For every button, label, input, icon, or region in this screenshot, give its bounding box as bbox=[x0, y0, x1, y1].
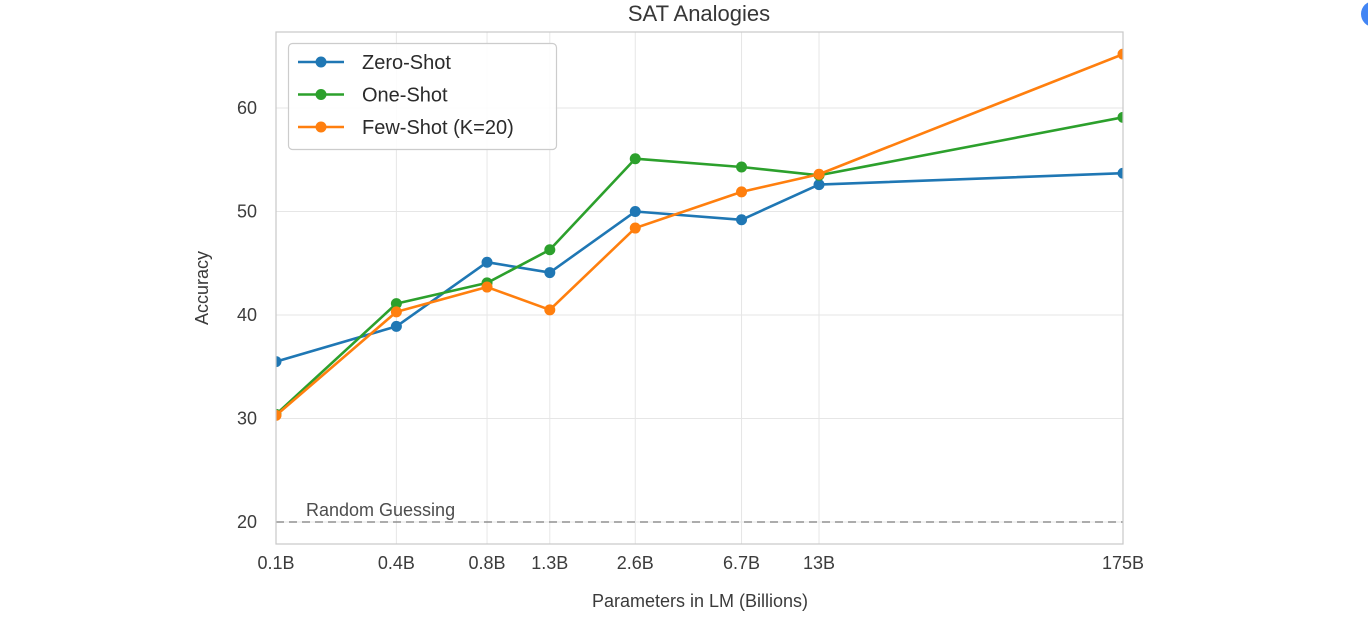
y-axis-label: Accuracy bbox=[192, 251, 212, 325]
x-tick-label-175B: 175B bbox=[1102, 553, 1144, 573]
chart-title: SAT Analogies bbox=[628, 1, 770, 26]
data-point-Few-Shot (K=20)-0.1B bbox=[276, 409, 282, 421]
data-point-Few-Shot (K=20)-6.7B bbox=[736, 186, 748, 198]
plot-border bbox=[275, 31, 1124, 545]
x-tick-label-6.7B: 6.7B bbox=[723, 553, 760, 573]
legend-swatch-dot-1 bbox=[315, 89, 327, 100]
data-point-Zero-Shot-175B bbox=[1117, 167, 1123, 179]
data-point-Few-Shot (K=20)-13B bbox=[813, 168, 825, 180]
data-point-Zero-Shot-0.4B bbox=[390, 320, 402, 332]
x-tick-label-2.6B: 2.6B bbox=[617, 553, 654, 573]
x-tick-label-0.8B: 0.8B bbox=[469, 553, 506, 573]
data-point-Few-Shot (K=20)-2.6B bbox=[629, 222, 641, 234]
series-line-One-Shot bbox=[276, 116, 1123, 416]
tick-layer: 0.1B 0.4B 0.8B 1.3B 2.6B 6.7B 13B 175B 20 30 40 50 6… bbox=[237, 98, 1144, 573]
data-point-One-Shot-0.4B bbox=[390, 298, 402, 310]
data-point-Few-Shot (K=20)-0.4B bbox=[390, 306, 402, 318]
legend-label-one-shot: One-Shot bbox=[362, 85, 448, 107]
y-tick-label-30: 30 bbox=[237, 409, 257, 429]
y-tick-label-20: 20 bbox=[237, 512, 257, 532]
data-point-Zero-Shot-2.6B bbox=[629, 206, 641, 217]
data-point-One-Shot-2.6B bbox=[629, 153, 641, 165]
data-point-Zero-Shot-13B bbox=[813, 179, 825, 191]
data-point-Zero-Shot-1.3B bbox=[544, 267, 556, 279]
x-tick-label-13B: 13B bbox=[803, 553, 835, 573]
x-tick-label-0.4B: 0.4B bbox=[378, 553, 415, 573]
data-point-One-Shot-1.3B bbox=[544, 244, 556, 256]
data-point-Few-Shot (K=20)-175B bbox=[1117, 48, 1123, 60]
data-point-Few-Shot (K=20)-0.8B bbox=[481, 281, 493, 293]
data-point-One-Shot-175B bbox=[1117, 111, 1123, 123]
x-tick-label-1.3B: 1.3B bbox=[531, 553, 568, 573]
data-point-Few-Shot (K=20)-1.3B bbox=[544, 304, 556, 316]
legend-swatch-dot-0 bbox=[315, 56, 327, 68]
baseline-label: Random Guessing bbox=[306, 500, 455, 520]
series-layer bbox=[276, 48, 1123, 421]
series-line-Zero-Shot bbox=[276, 171, 1123, 363]
legend-label-few-shot: Few-Shot (K=20) bbox=[362, 117, 514, 139]
y-tick-label-40: 40 bbox=[237, 305, 257, 325]
y-tick-label-50: 50 bbox=[237, 202, 257, 222]
x-tick-label-0.1B: 0.1B bbox=[257, 553, 294, 573]
y-tick-label-60: 60 bbox=[237, 98, 257, 118]
floating-action-button[interactable] bbox=[1361, 1, 1368, 27]
legend-box bbox=[287, 42, 558, 151]
data-point-One-Shot-6.7B bbox=[736, 161, 748, 173]
data-point-Zero-Shot-0.1B bbox=[276, 356, 282, 368]
legend-swatch-dot-2 bbox=[315, 121, 327, 133]
legend-label-zero-shot: Zero-Shot bbox=[362, 52, 451, 74]
series-line-Few-Shot (K=20) bbox=[276, 52, 1123, 417]
legend: Zero-Shot One-Shot Few-Shot (K=20) bbox=[287, 42, 558, 151]
x-axis-label: Parameters in LM (Billions) bbox=[592, 591, 808, 611]
data-point-Zero-Shot-0.8B bbox=[481, 256, 493, 268]
data-point-Zero-Shot-6.7B bbox=[736, 214, 748, 226]
